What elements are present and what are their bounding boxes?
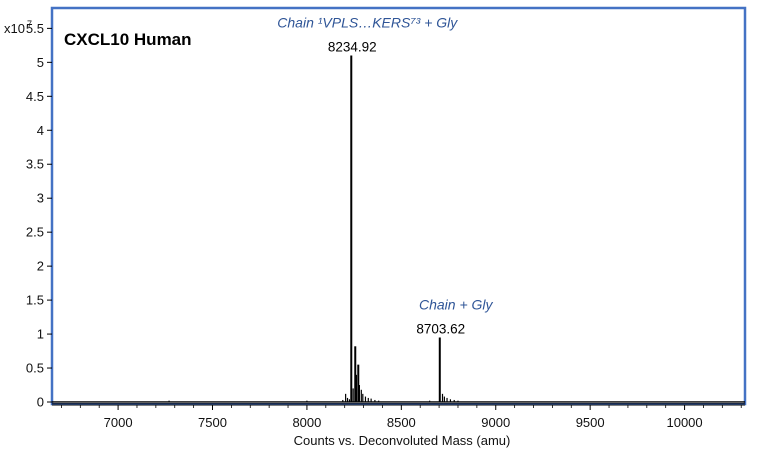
peak-mass-label: 8703.62 [416,321,465,336]
x-tick-label: 8500 [387,415,416,430]
axes-layer: 7000 7500 8000 8500 9000 9500 10000 0 0.5 1 1.5 2 2.… [26,21,745,430]
y-tick-label: 2 [37,259,44,274]
y-tick-label: 3.5 [26,157,44,172]
peak-annotation: Chain ¹VPLS…KERS⁷³ + Gly [277,15,458,31]
y-tick-label: 4.5 [26,89,44,104]
peak-mass-label: 8234.92 [328,40,377,55]
chart-title: CXCL10 Human [64,30,192,49]
chart-frame [50,6,747,406]
y-tick-label: 5.5 [26,21,44,36]
x-axis-title: Counts vs. Deconvoluted Mass (amu) [294,433,511,448]
y-tick-label: 1.5 [26,293,44,308]
x-tick-label: 7000 [104,415,133,430]
peak-annotation: Chain + Gly [419,296,494,312]
x-tick-label: 10000 [666,415,702,430]
x-tick-label: 7500 [198,415,227,430]
y-tick-label: 0 [37,395,44,410]
spectrum-trace-layer [52,55,745,402]
y-scale-exponent: 7 [27,19,32,29]
y-tick-label: 3 [37,191,44,206]
y-tick-label: 2.5 [26,225,44,240]
x-tick-label: 8000 [292,415,321,430]
x-tick-label: 9000 [481,415,510,430]
x-tick-label: 9500 [576,415,605,430]
y-tick-label: 5 [37,55,44,70]
y-scale-label: x10 7 [4,19,32,36]
annotations-layer: Chain ¹VPLS…KERS⁷³ + Gly 8234.92 Chain + G… [277,15,493,337]
y-tick-label: 1 [37,327,44,342]
y-tick-label: 0.5 [26,361,44,376]
y-tick-label: 4 [37,123,44,138]
